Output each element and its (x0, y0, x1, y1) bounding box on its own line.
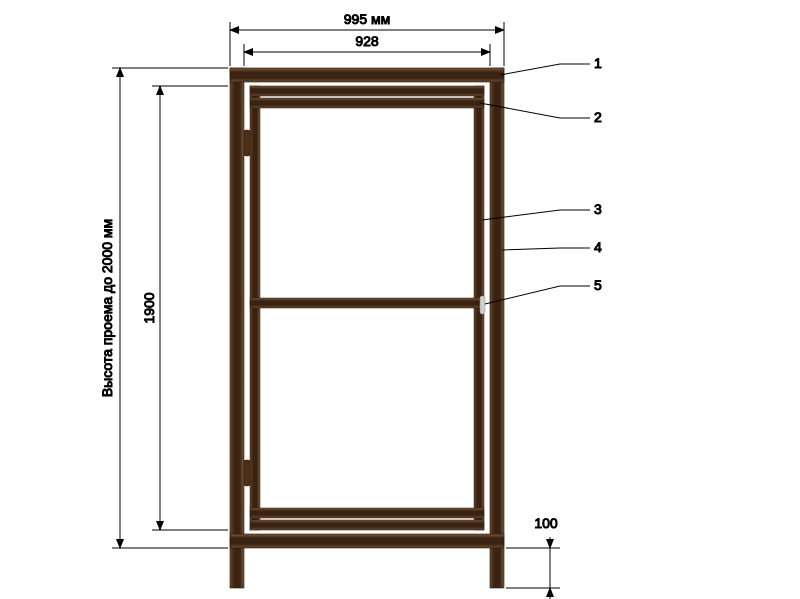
inner-gate-top-edge (250, 86, 484, 96)
hinge-top (244, 130, 250, 156)
lock-plate (480, 296, 485, 314)
callout-2: 2 (594, 109, 602, 125)
dim-overall-height: Высота проема до 2000 мм (99, 219, 115, 397)
gate-technical-drawing: 995 мм 928 Высота проема до 2000 мм 1900… (0, 0, 800, 599)
callout-4: 4 (594, 239, 602, 255)
inner-mid-rail (250, 298, 484, 308)
outer-post-right (490, 68, 504, 588)
callout-1: 1 (594, 55, 602, 71)
outer-top-rail (230, 68, 504, 82)
gate-assembly (230, 68, 504, 588)
inner-bot-rail (250, 508, 484, 518)
dim-overall-width: 995 мм (344, 11, 391, 27)
dim-gate-height: 1900 (141, 292, 157, 323)
callout-5: 5 (594, 277, 602, 293)
hinge-bottom (244, 460, 250, 486)
dim-ground-gap: 100 (534, 515, 558, 531)
outer-post-left (230, 68, 244, 588)
callout-3: 3 (594, 201, 602, 217)
outer-bottom-rail (230, 534, 504, 548)
dim-inner-width: 928 (355, 33, 379, 49)
inner-top-rail (250, 98, 484, 108)
inner-gate-bottom-edge (250, 520, 484, 530)
